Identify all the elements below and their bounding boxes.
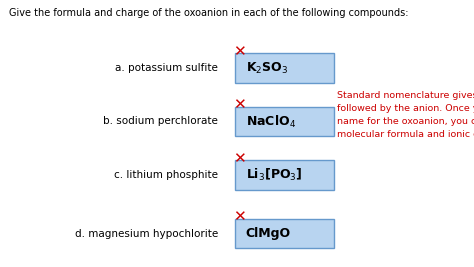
FancyBboxPatch shape <box>235 53 334 83</box>
Text: c. lithium phosphite: c. lithium phosphite <box>114 170 218 180</box>
Text: b. sodium perchlorate: b. sodium perchlorate <box>103 116 218 127</box>
Text: a. potassium sulfite: a. potassium sulfite <box>115 63 218 73</box>
FancyBboxPatch shape <box>235 160 334 190</box>
Text: Standard nomenclature gives the metal
followed by the anion. Once you have the
n: Standard nomenclature gives the metal fo… <box>337 91 474 139</box>
Text: ClMgO: ClMgO <box>246 227 291 240</box>
Text: K$_2$SO$_3$: K$_2$SO$_3$ <box>246 61 288 76</box>
Text: NaClO$_4$: NaClO$_4$ <box>246 113 296 129</box>
Text: Give the formula and charge of the oxoanion in each of the following compounds:: Give the formula and charge of the oxoan… <box>9 8 409 18</box>
Text: ✕: ✕ <box>233 97 246 112</box>
FancyBboxPatch shape <box>235 107 334 136</box>
Text: ✕: ✕ <box>233 44 246 59</box>
Text: d. magnesium hypochlorite: d. magnesium hypochlorite <box>75 229 218 239</box>
FancyBboxPatch shape <box>235 219 334 248</box>
Text: ✕: ✕ <box>233 210 246 225</box>
Text: ✕: ✕ <box>233 151 246 166</box>
Text: Li$_3$[PO$_3$]: Li$_3$[PO$_3$] <box>246 167 302 183</box>
